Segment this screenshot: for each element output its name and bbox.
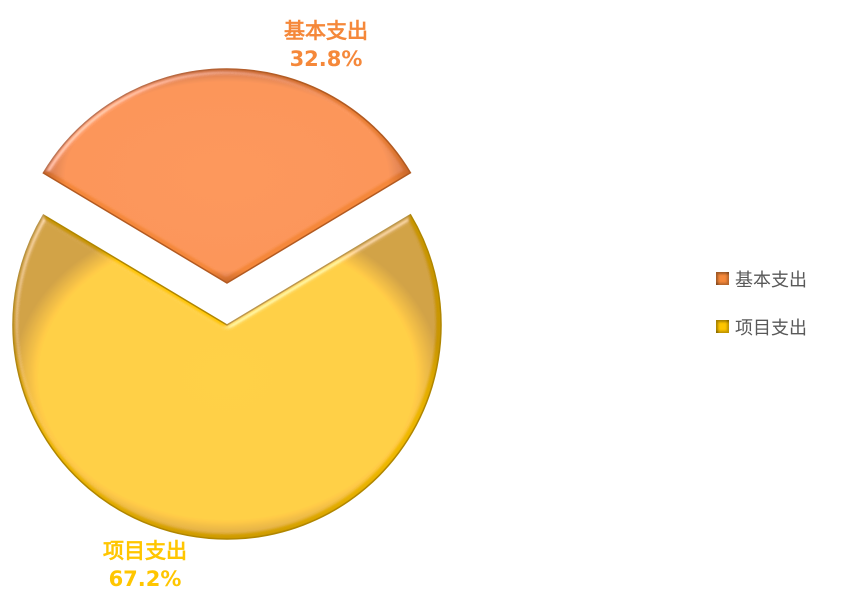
slice-label-name-0: 基本支出	[284, 19, 368, 43]
legend-swatch-basic	[716, 272, 729, 285]
pie-slice-0[interactable]	[42, 68, 412, 284]
legend-swatch-project	[716, 320, 729, 333]
slice-label-value-1: 67.2%	[109, 567, 182, 591]
slice-label-name-1: 项目支出	[103, 539, 187, 563]
legend: 基本支出 项目支出	[716, 266, 807, 362]
legend-label-project: 项目支出	[735, 317, 807, 339]
legend-label-basic: 基本支出	[735, 269, 807, 291]
slice-label-value-0: 32.8%	[290, 47, 363, 71]
pie-slice-1[interactable]	[12, 213, 442, 540]
legend-item-basic[interactable]: 基本支出	[716, 266, 807, 291]
legend-item-project[interactable]: 项目支出	[716, 314, 807, 339]
